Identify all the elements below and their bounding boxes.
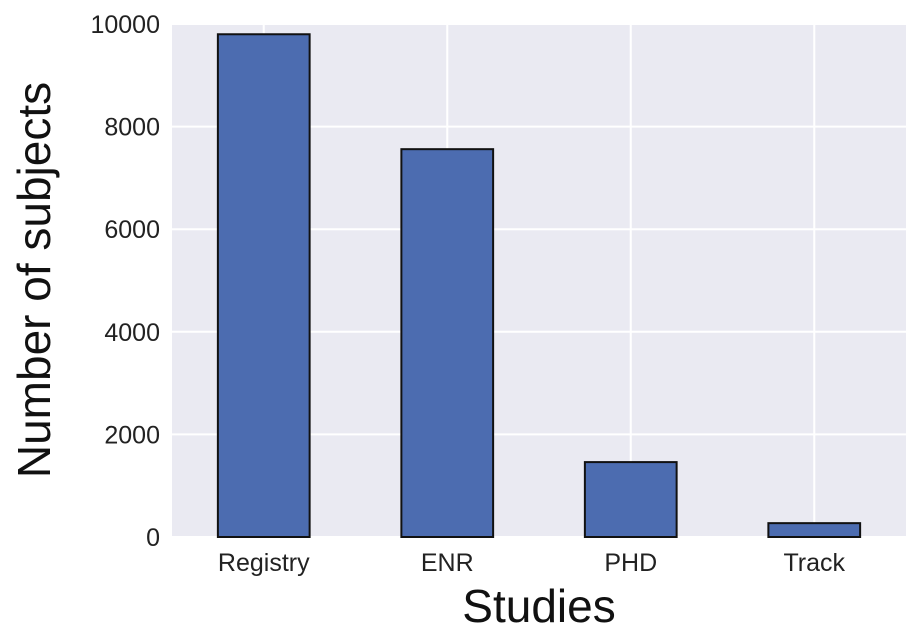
bar-track [767, 522, 862, 538]
y-tick-label: 6000 [104, 216, 160, 244]
bars [216, 33, 862, 538]
bar-registry [216, 33, 311, 538]
x-tick-label: PHD [604, 549, 657, 577]
bar-enr [400, 148, 495, 538]
x-axis-title: Studies [462, 580, 615, 630]
y-axis-title: Number of subjects [8, 82, 60, 478]
y-tick-label: 10000 [90, 11, 160, 39]
bar-phd [583, 461, 678, 538]
x-tick-label: ENR [421, 549, 474, 577]
y-tick-label: 0 [146, 524, 160, 552]
x-tick-label: Track [783, 549, 845, 577]
y-tick-label: 2000 [104, 421, 160, 449]
x-tick-label: Registry [218, 549, 310, 577]
y-tick-label: 4000 [104, 319, 160, 347]
x-axis-ticks: Registry ENR PHD Track [218, 549, 846, 577]
y-tick-label: 8000 [104, 114, 160, 142]
y-axis-ticks: 0 2000 4000 6000 8000 10000 [90, 11, 160, 552]
